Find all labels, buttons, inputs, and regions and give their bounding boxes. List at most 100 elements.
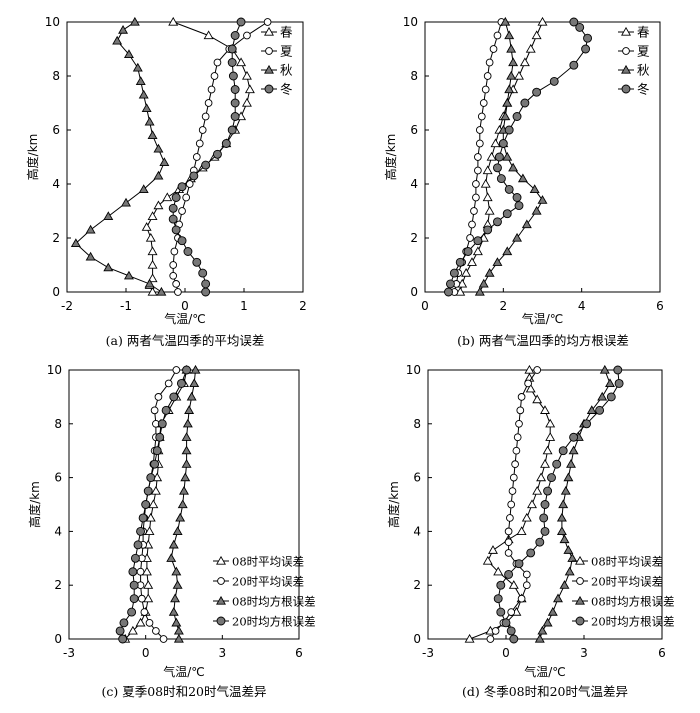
legend-marker: [621, 84, 631, 94]
data-point: [184, 405, 195, 414]
data-point: [144, 116, 155, 126]
data-point: [201, 279, 211, 289]
data-point: [168, 203, 178, 213]
data-point: [221, 139, 231, 148]
data-point: [176, 379, 186, 388]
x-tick-label: 3: [580, 646, 588, 660]
data-point: [540, 526, 550, 536]
legend-marker: [264, 84, 274, 94]
data-point: [539, 513, 549, 523]
data-point: [464, 633, 475, 643]
data-point: [444, 287, 453, 297]
data-point: [547, 473, 556, 483]
data-point: [172, 366, 181, 374]
data-point: [181, 445, 192, 455]
x-tick-label: 0: [421, 299, 429, 313]
data-point: [490, 138, 501, 148]
data-point: [606, 392, 616, 402]
series-line: [119, 369, 188, 640]
data-point: [496, 580, 506, 590]
y-tick-label: 2: [410, 231, 418, 245]
data-point: [553, 593, 563, 603]
data-point: [230, 112, 240, 121]
data-point: [230, 98, 240, 108]
data-point: [153, 170, 164, 180]
data-point: [147, 273, 158, 283]
y-tick-label: 10: [406, 363, 421, 377]
legend-label: 08时平均误差: [591, 555, 663, 569]
plot-frame: [424, 21, 661, 293]
data-point: [182, 193, 191, 202]
data-point: [470, 207, 478, 215]
data-point: [190, 364, 201, 374]
data-point: [493, 163, 502, 173]
legend-marker: [575, 595, 585, 605]
y-tick-label: 0: [410, 285, 418, 299]
data-point: [152, 627, 160, 635]
data-point: [143, 593, 154, 603]
data-point: [522, 570, 531, 579]
data-point: [123, 270, 134, 280]
data-point: [135, 617, 146, 627]
legend-marker: [264, 64, 274, 74]
data-point: [112, 35, 123, 45]
x-axis-label: 气温/℃: [522, 311, 564, 326]
y-axis-label: 高度/km: [383, 134, 398, 181]
data-point: [170, 593, 181, 603]
data-point: [514, 201, 524, 211]
data-point: [493, 566, 504, 576]
data-point: [236, 57, 247, 67]
data-point: [136, 567, 145, 576]
legend-label: 春: [280, 25, 293, 40]
data-point: [172, 280, 181, 288]
data-point: [145, 512, 156, 522]
data-point: [103, 211, 114, 221]
data-point: [479, 99, 488, 107]
data-point: [177, 182, 187, 192]
data-point: [461, 267, 472, 277]
data-point: [182, 418, 193, 428]
legend: 08时平均误差 20时平均误差 08时均方根误差 20时均方根误差: [213, 555, 316, 629]
data-point: [129, 16, 140, 26]
data-point: [162, 192, 173, 202]
series-line: [124, 369, 188, 640]
data-point: [145, 619, 154, 627]
data-point: [514, 70, 524, 80]
data-point: [230, 85, 240, 94]
data-point: [263, 18, 272, 26]
y-tick-label: 4: [413, 524, 421, 538]
data-point: [244, 84, 255, 94]
data-point: [147, 259, 158, 269]
data-point: [168, 214, 178, 224]
data-point: [189, 378, 200, 388]
data-point: [171, 225, 181, 235]
data-point: [582, 419, 592, 429]
data-point: [467, 257, 477, 266]
data-point: [70, 238, 81, 248]
data-point: [534, 633, 545, 643]
data-point: [156, 286, 167, 296]
data-point: [243, 31, 251, 40]
y-tick-label: 6: [413, 471, 421, 485]
data-point: [227, 58, 237, 67]
data-point: [486, 151, 497, 161]
data-point: [135, 76, 146, 86]
data-point: [177, 236, 187, 246]
data-point: [168, 606, 179, 616]
legend-marker: [216, 595, 226, 605]
legend-marker: [576, 577, 584, 585]
data-point: [531, 205, 542, 215]
data-point: [115, 626, 125, 636]
data-point: [512, 112, 522, 121]
y-tick-label: 0: [54, 632, 62, 646]
data-point: [143, 580, 154, 589]
series-4: [115, 365, 192, 644]
data-point: [118, 24, 129, 34]
x-tick-label: 6: [658, 646, 666, 660]
y-tick-label: 4: [52, 177, 60, 191]
data-point: [525, 383, 536, 393]
data-point: [552, 459, 562, 469]
data-point: [509, 473, 518, 482]
data-point: [531, 30, 542, 40]
data-point: [171, 193, 181, 202]
